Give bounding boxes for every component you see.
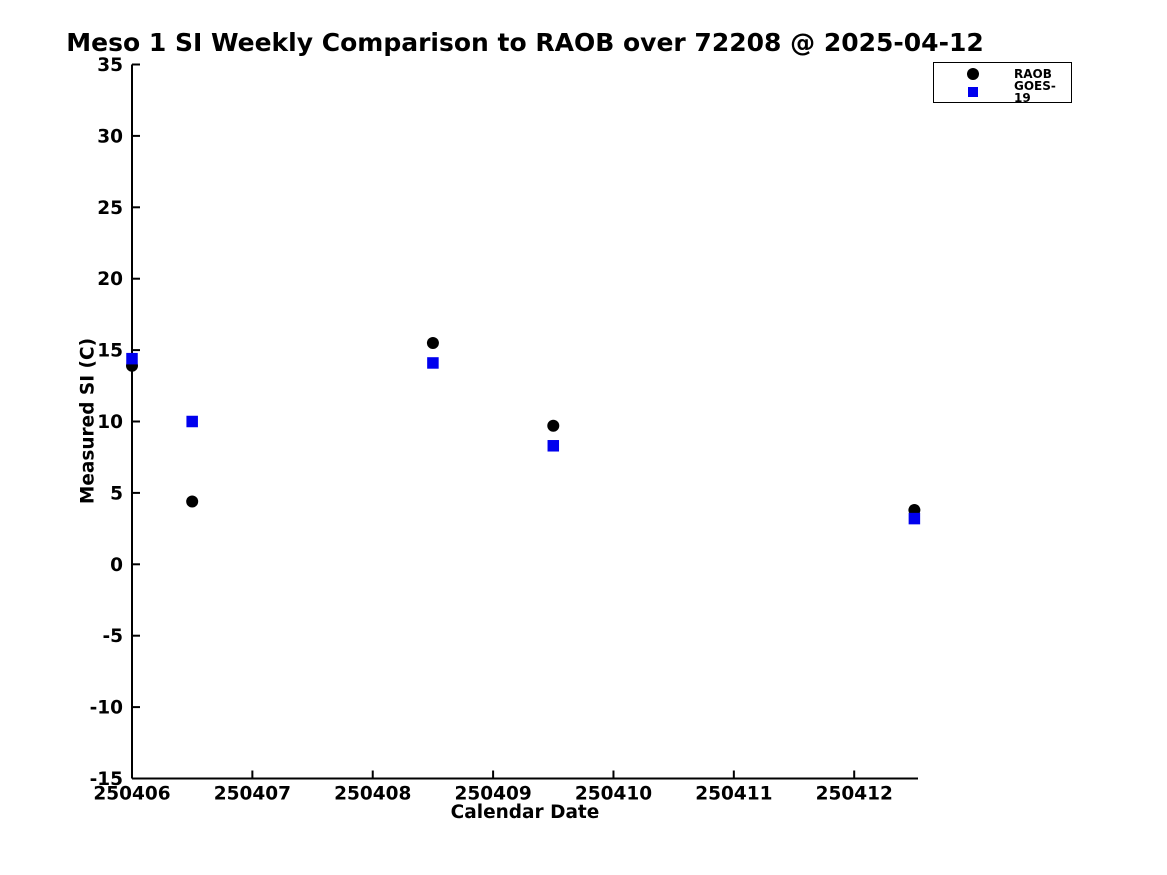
y-tick-label: 5 [110, 483, 123, 504]
x-axis-label: Calendar Date [450, 802, 600, 823]
goes19-data-point [186, 415, 198, 428]
y-tick-label: 10 [97, 412, 123, 433]
goes19-data-point [427, 357, 439, 369]
y-tick-label: 20 [97, 269, 123, 290]
raob-data-point [547, 419, 560, 432]
x-tick-label: 250408 [334, 784, 411, 805]
chart-title: Meso 1 SI Weekly Comparison to RAOB over… [66, 28, 984, 57]
x-tick-label: 250410 [575, 784, 652, 805]
raob-data-point [426, 336, 439, 349]
x-tick-label: 250411 [695, 784, 772, 805]
legend-item-raob: RAOB [934, 66, 1071, 81]
y-tick-label: 30 [97, 126, 123, 147]
legend-label-raob: RAOB [1014, 66, 1052, 81]
raob-data-point [186, 495, 199, 508]
x-tick-label: 250412 [816, 784, 893, 805]
y-tick-label: 0 [110, 555, 123, 576]
y-tick-label: 35 [97, 55, 123, 76]
goes19-data-point [908, 512, 921, 525]
legend: RAOB GOES-19 [933, 62, 1072, 104]
goes19-data-point [547, 440, 560, 452]
y-tick-label: 15 [97, 341, 123, 362]
legend-item-goes19: GOES-19 [934, 80, 1071, 104]
x-tick-label: 250407 [214, 784, 291, 805]
x-tick-label: 250406 [93, 784, 170, 805]
goes19-data-point [126, 352, 138, 365]
y-tick-label: 25 [97, 198, 123, 219]
y-tick-label: -5 [102, 626, 123, 647]
y-tick-label: -10 [90, 698, 123, 719]
y-tick-label: -15 [90, 769, 123, 790]
raob-circle-icon [967, 67, 979, 80]
legend-label-goes19: GOES-19 [1014, 78, 1056, 105]
x-tick-label: 250409 [454, 784, 531, 805]
goes19-square-icon [967, 86, 979, 98]
